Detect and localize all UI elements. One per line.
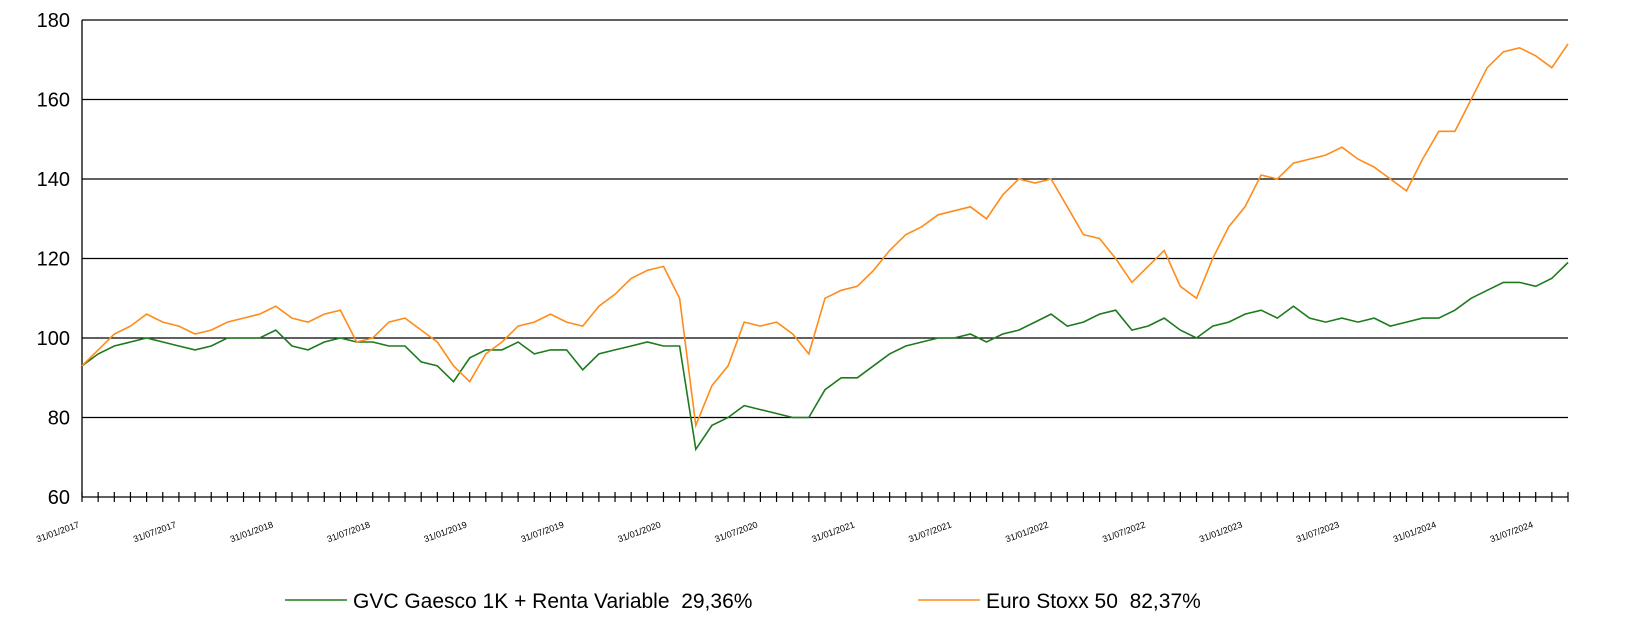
series-line (81, 43, 1569, 429)
y-tick-label: 140 (37, 169, 70, 191)
x-tick-label: 31/07/2019 (519, 519, 565, 544)
x-tick-label: 31/01/2023 (1198, 519, 1244, 544)
y-tick-label: 100 (37, 328, 70, 350)
y-tick-label: 120 (37, 249, 70, 271)
x-tick-label: 31/07/2022 (1101, 519, 1147, 544)
x-tick-label: 31/01/2019 (423, 519, 469, 544)
x-tick-label: 31/01/2024 (1392, 519, 1438, 544)
x-tick-label: 31/07/2021 (907, 519, 953, 544)
x-tick-label: 31/01/2022 (1004, 519, 1050, 544)
x-tick-label: 31/07/2020 (713, 519, 759, 544)
x-tick-label: 31/07/2023 (1295, 519, 1341, 544)
series-line (81, 261, 1569, 452)
x-tick-label: 31/07/2017 (132, 519, 178, 544)
x-tick-label: 31/07/2024 (1489, 519, 1535, 544)
x-tick-label: 31/01/2018 (229, 519, 275, 544)
y-tick-label: 80 (48, 408, 70, 430)
x-tick-label: 31/01/2017 (35, 519, 81, 544)
x-tick-label: 31/07/2018 (326, 519, 372, 544)
x-tick-label: 31/01/2021 (810, 519, 856, 544)
legend-label: Euro Stoxx 50 82,37% (986, 590, 1201, 613)
y-tick-label: 180 (37, 10, 70, 32)
y-tick-label: 60 (48, 487, 70, 509)
y-tick-label: 160 (37, 90, 70, 112)
x-tick-label: 31/01/2020 (616, 519, 662, 544)
legend-label: GVC Gaesco 1K + Renta Variable 29,36% (353, 590, 752, 613)
